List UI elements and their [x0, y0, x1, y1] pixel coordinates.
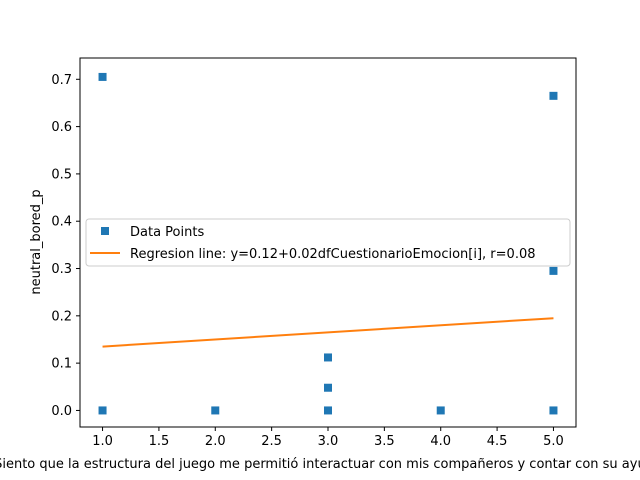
data-point	[324, 383, 332, 392]
x-tick-label: 4.0	[430, 434, 451, 449]
y-axis-label: neutral_bored_p	[29, 189, 44, 294]
regression-line	[102, 317, 554, 348]
data-point	[324, 406, 332, 415]
plot-frame	[79, 57, 577, 428]
data-point	[98, 72, 107, 81]
data-point	[436, 406, 445, 415]
legend: Data Points Regresion line: y=0.12+0.02d…	[85, 218, 571, 267]
data-point	[549, 406, 558, 415]
x-tick-label: 2.5	[261, 434, 282, 449]
y-axis-ticks: 0.0 0.1 0.2 0.3 0.4 0.5 0.6 0.7	[51, 73, 80, 419]
data-point	[549, 266, 558, 275]
x-tick-label: 1.0	[92, 434, 113, 449]
data-point	[549, 91, 558, 100]
x-tick-label: 3.5	[374, 434, 395, 449]
legend-marker-data-points	[101, 227, 109, 235]
x-tick-label: 2.0	[205, 434, 226, 449]
x-axis-label: Siento que la estructura del juego me pe…	[0, 457, 640, 472]
x-axis-ticks: 1.0 1.5 2.0 2.5 3.0 3.5 4.0 4.5 5.0	[92, 427, 564, 449]
y-tick-label: 0.4	[51, 215, 72, 230]
series-layer	[98, 72, 558, 415]
data-point	[98, 406, 107, 415]
data-point	[324, 353, 332, 362]
y-tick-label: 0.5	[51, 167, 72, 182]
x-tick-label: 3.0	[318, 434, 339, 449]
y-tick-label: 0.1	[51, 357, 72, 372]
legend-label-data-points: Data Points	[130, 225, 204, 240]
legend-label-regression-line: Regresion line: y=0.12+0.02dfCuestionari…	[130, 247, 536, 262]
y-tick-label: 0.7	[51, 73, 72, 88]
x-tick-label: 5.0	[543, 434, 564, 449]
x-tick-label: 1.5	[149, 434, 170, 449]
y-tick-label: 0.3	[51, 262, 72, 277]
legend-box	[85, 218, 571, 267]
x-tick-label: 4.5	[487, 434, 508, 449]
data-point	[211, 406, 220, 415]
y-tick-label: 0.6	[51, 120, 72, 135]
y-tick-label: 0.0	[51, 404, 72, 419]
y-tick-label: 0.2	[51, 309, 72, 324]
